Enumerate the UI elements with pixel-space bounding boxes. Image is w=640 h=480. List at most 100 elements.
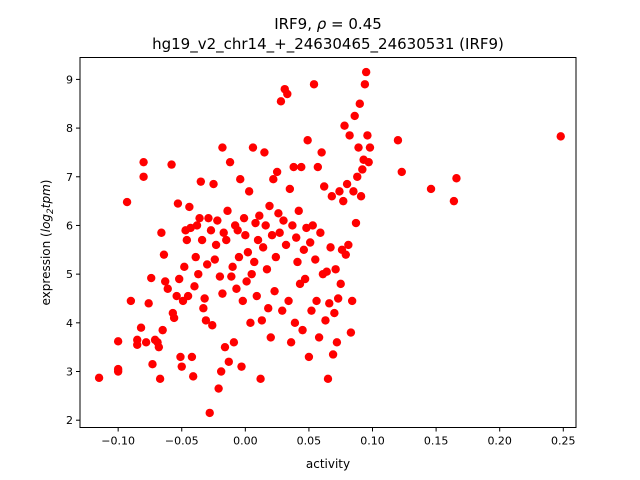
data-point-101 xyxy=(265,201,274,211)
data-point-170 xyxy=(353,172,362,181)
data-point-186 xyxy=(556,132,565,141)
data-point-105 xyxy=(270,286,279,296)
data-point-3 xyxy=(113,337,123,346)
data-point-123 xyxy=(293,257,302,267)
data-point-139 xyxy=(313,162,323,172)
data-point-37 xyxy=(185,202,194,212)
data-point-11 xyxy=(141,338,151,347)
data-point-43 xyxy=(192,221,202,230)
data-point-85 xyxy=(244,187,254,196)
data-point-110 xyxy=(276,97,286,106)
data-point-18 xyxy=(155,374,165,384)
x-tick-label: 0.15 xyxy=(424,435,449,448)
data-point-141 xyxy=(316,228,325,237)
data-point-24 xyxy=(167,160,176,169)
data-point-63 xyxy=(218,143,227,152)
y-tick-label: 8 xyxy=(66,122,73,135)
data-point-181 xyxy=(393,136,403,145)
data-point-76 xyxy=(233,226,242,235)
data-point-137 xyxy=(311,255,320,264)
data-point-30 xyxy=(176,352,185,362)
data-point-93 xyxy=(255,211,264,220)
chart-title-line-1: IRF9, ρ = 0.45 xyxy=(274,15,382,33)
data-point-61 xyxy=(215,272,225,281)
data-point-114 xyxy=(281,240,291,250)
data-point-40 xyxy=(188,372,198,381)
data-point-60 xyxy=(214,384,223,393)
data-point-95 xyxy=(257,316,267,325)
x-axis-ticks: −0.10 −0.05 0.00 0.05 0.10 0.15 0.20 0.25 xyxy=(101,427,576,448)
title-rho-value: = 0.45 xyxy=(326,15,382,33)
data-point-161 xyxy=(341,250,351,259)
data-point-23 xyxy=(163,284,172,293)
data-point-122 xyxy=(292,233,301,242)
data-point-90 xyxy=(251,218,260,228)
data-point-150 xyxy=(327,192,337,201)
data-point-48 xyxy=(199,304,208,313)
data-point-127 xyxy=(298,325,307,335)
y-label-close: ) xyxy=(39,180,53,185)
data-point-140 xyxy=(314,333,324,342)
data-point-148 xyxy=(325,299,334,308)
data-point-69 xyxy=(224,357,233,366)
data-point-84 xyxy=(243,248,253,257)
data-point-83 xyxy=(242,277,251,286)
data-point-80 xyxy=(238,296,247,306)
data-point-173 xyxy=(356,192,366,201)
data-point-73 xyxy=(229,338,239,347)
data-point-79 xyxy=(237,362,246,371)
data-point-153 xyxy=(331,265,340,274)
data-point-159 xyxy=(339,196,348,206)
y-tick-label: 9 xyxy=(66,73,73,86)
data-point-70 xyxy=(225,157,235,167)
data-point-38 xyxy=(186,223,195,233)
data-point-42 xyxy=(191,252,200,262)
y-label-tpm: tpm xyxy=(39,184,53,208)
data-point-51 xyxy=(202,260,212,269)
data-point-177 xyxy=(361,67,371,77)
data-point-47 xyxy=(197,235,207,245)
data-point-21 xyxy=(159,250,169,259)
data-point-171 xyxy=(354,143,363,152)
data-point-50 xyxy=(201,316,211,325)
data-point-53 xyxy=(205,408,214,418)
y-tick-label: 3 xyxy=(66,366,73,379)
data-points xyxy=(94,67,565,418)
data-point-146 xyxy=(322,267,331,276)
data-point-96 xyxy=(258,243,268,252)
data-point-20 xyxy=(158,325,167,335)
data-point-138 xyxy=(312,296,321,306)
data-point-182 xyxy=(397,167,406,177)
data-point-86 xyxy=(246,318,255,328)
data-point-10 xyxy=(139,172,148,181)
data-point-29 xyxy=(175,274,184,284)
data-point-72 xyxy=(228,262,237,272)
data-point-4 xyxy=(122,197,132,207)
y-tick-label: 5 xyxy=(66,268,73,281)
data-point-132 xyxy=(304,352,314,362)
data-point-28 xyxy=(173,199,183,208)
y-label-prefix: expression ( xyxy=(39,232,53,305)
data-point-2 xyxy=(113,364,123,374)
data-point-55 xyxy=(208,321,217,330)
data-point-180 xyxy=(365,143,375,152)
data-point-97 xyxy=(260,148,269,157)
data-point-78 xyxy=(236,175,245,184)
data-point-134 xyxy=(307,306,316,315)
plot-area: −0.10 −0.05 0.00 0.05 0.10 0.15 0.20 0.25 2 3 4 5 6… xyxy=(66,57,577,448)
data-point-9 xyxy=(139,157,148,167)
data-point-174 xyxy=(358,165,367,174)
y-tick-label: 4 xyxy=(66,317,73,330)
chart-title-line-2: hg19_v2_chr14_+_24630465_24630531 (IRF9) xyxy=(152,35,504,54)
data-point-142 xyxy=(317,148,326,157)
data-point-107 xyxy=(272,167,282,177)
data-point-81 xyxy=(239,213,249,223)
data-point-8 xyxy=(136,323,146,332)
data-point-75 xyxy=(232,284,241,293)
data-point-65 xyxy=(219,228,228,237)
data-point-102 xyxy=(266,333,275,342)
data-point-108 xyxy=(274,209,283,218)
data-point-35 xyxy=(182,235,192,245)
data-point-46 xyxy=(196,177,206,186)
data-point-131 xyxy=(303,136,312,145)
